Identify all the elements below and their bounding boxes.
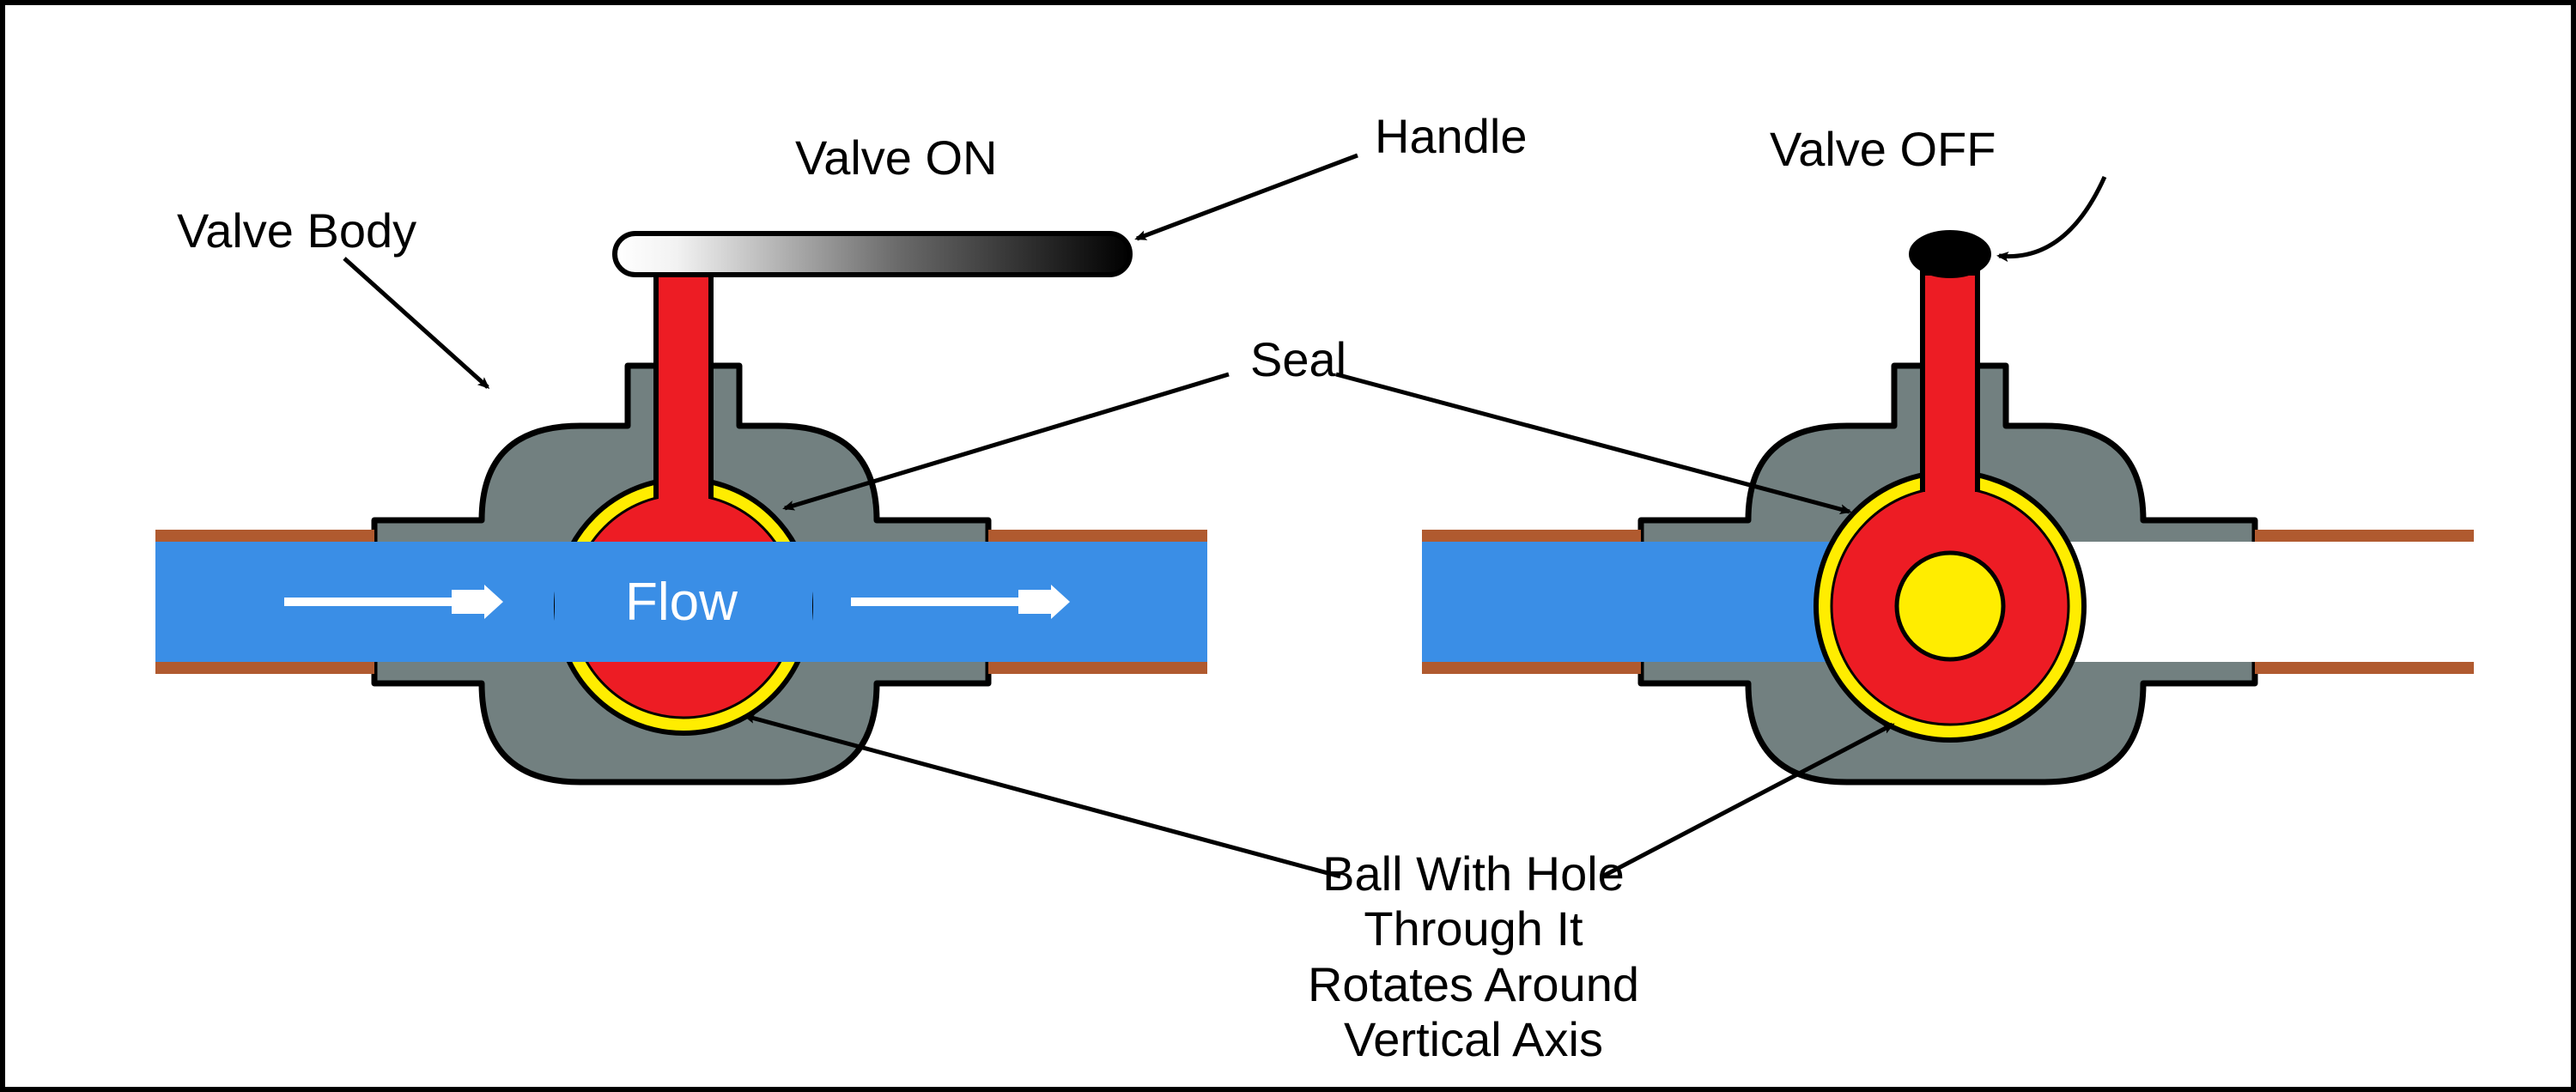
label-handle: Handle: [1375, 108, 1527, 164]
valve-off-group: [1422, 232, 2474, 782]
water-off-right-empty: [2062, 542, 2474, 662]
diagram-frame: Valve ON Valve OFF Handle Valve Body Sea…: [0, 0, 2576, 1092]
leader-seal-left: [785, 374, 1229, 508]
handle-off: [1911, 232, 1990, 276]
label-valve-body: Valve Body: [177, 203, 416, 258]
leader-ball-right: [1602, 725, 1893, 877]
label-ball: Ball With Hole Through It Rotates Around…: [1302, 846, 1645, 1068]
label-ball-l2: Through It: [1302, 901, 1645, 956]
leader-valve-body: [344, 258, 488, 387]
valve-on-group: [155, 234, 1207, 782]
stem-off: [1923, 273, 1978, 489]
handle-on: [615, 234, 1130, 275]
label-valve-off: Valve OFF: [1770, 121, 1996, 177]
label-valve-on: Valve ON: [795, 130, 997, 185]
water-off-left: [1422, 542, 1834, 662]
leader-valve-off: [1999, 177, 2105, 257]
leader-seal-right: [1336, 374, 1850, 512]
leader-handle: [1137, 155, 1358, 239]
diagram-svg: [5, 5, 2571, 1087]
leader-ball-left: [745, 716, 1340, 877]
label-seal: Seal: [1250, 331, 1346, 387]
label-flow: Flow: [625, 572, 738, 633]
label-ball-l1: Ball With Hole: [1302, 846, 1645, 901]
stem-on: [656, 271, 711, 496]
ball-hole-off: [1897, 553, 2003, 659]
label-ball-l4: Vertical Axis: [1302, 1012, 1645, 1067]
label-ball-l3: Rotates Around: [1302, 957, 1645, 1012]
